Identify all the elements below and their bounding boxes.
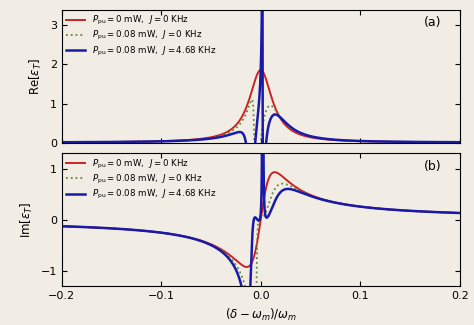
$P_{\mathrm{pu}}=0.08$ mW,  $J=0$ KHz (314, 196, 320, 200)
$P_{\mathrm{pu}}=0$ mW,  $J=0$ KHz (59, 224, 64, 228)
$P_{\mathrm{pu}}=0.08$ mW,  $J=4.68$ KHz (59, 140, 64, 144)
Y-axis label: $\mathrm{Im}[\varepsilon_T]$: $\mathrm{Im}[\varepsilon_T]$ (19, 202, 35, 238)
$P_{\mathrm{pu}}=0$ mW,  $J=0$ KHz (314, 196, 320, 200)
$P_{\mathrm{pu}}=0.08$ mW,  $J=4.68$ KHz (314, 136, 320, 139)
$P_{\mathrm{pu}}=0$ mW,  $J=0$ KHz (258, 68, 264, 72)
$P_{\mathrm{pu}}=0.08$ mW,  $J=0$ KHz (247, 315, 253, 318)
$P_{\mathrm{pu}}=0.08$ mW,  $J=4.68$ KHz (344, 138, 350, 142)
$P_{\mathrm{pu}}=0.08$ mW,  $J=0$ KHz (457, 211, 463, 215)
$P_{\mathrm{pu}}=0.08$ mW,  $J=4.68$ KHz (457, 140, 463, 144)
$P_{\mathrm{pu}}=0$ mW,  $J=0$ KHz (59, 140, 64, 144)
$P_{\mathrm{pu}}=0.08$ mW,  $J=4.68$ KHz (158, 139, 164, 143)
$P_{\mathrm{pu}}=0$ mW,  $J=0$ KHz (344, 139, 350, 143)
$P_{\mathrm{pu}}=0$ mW,  $J=0$ KHz (431, 210, 437, 214)
$P_{\mathrm{pu}}=0$ mW,  $J=0$ KHz (247, 95, 253, 99)
Legend: $P_{\mathrm{pu}}=0$ mW,  $J=0$ KHz, $P_{\mathrm{pu}}=0.08$ mW,  $J=0$ KHz, $P_{\: $P_{\mathrm{pu}}=0$ mW, $J=0$ KHz, $P_{\… (64, 11, 219, 60)
Line: $P_{\mathrm{pu}}=0.08$ mW,  $J=0$ KHz: $P_{\mathrm{pu}}=0.08$ mW, $J=0$ KHz (62, 99, 460, 264)
$P_{\mathrm{pu}}=0.08$ mW,  $J=0$ KHz (158, 139, 164, 143)
$P_{\mathrm{pu}}=0$ mW,  $J=0$ KHz (457, 211, 463, 215)
$P_{\mathrm{pu}}=0.08$ mW,  $J=4.68$ KHz (158, 231, 164, 235)
$P_{\mathrm{pu}}=0.08$ mW,  $J=4.68$ KHz (431, 140, 437, 144)
$P_{\mathrm{pu}}=0.08$ mW,  $J=0$ KHz (344, 203, 350, 207)
$P_{\mathrm{pu}}=0.08$ mW,  $J=0$ KHz (280, 182, 285, 186)
$P_{\mathrm{pu}}=0.08$ mW,  $J=0$ KHz (249, 98, 255, 101)
Text: (b): (b) (424, 160, 442, 173)
$P_{\mathrm{pu}}=0.08$ mW,  $J=4.68$ KHz (300, 191, 305, 195)
Y-axis label: $\mathrm{Re}[\varepsilon_T]$: $\mathrm{Re}[\varepsilon_T]$ (28, 58, 44, 95)
$P_{\mathrm{pu}}=0.08$ mW,  $J=4.68$ KHz (247, 294, 253, 298)
$P_{\mathrm{pu}}=0.08$ mW,  $J=0$ KHz (300, 133, 305, 136)
$P_{\mathrm{pu}}=0.08$ mW,  $J=4.68$ KHz (314, 196, 320, 200)
$P_{\mathrm{pu}}=0.08$ mW,  $J=4.68$ KHz (260, 266, 266, 270)
$P_{\mathrm{pu}}=0.08$ mW,  $J=4.68$ KHz (344, 203, 350, 207)
$P_{\mathrm{pu}}=0$ mW,  $J=0$ KHz (244, 265, 250, 269)
$P_{\mathrm{pu}}=0.08$ mW,  $J=4.68$ KHz (300, 132, 305, 136)
$P_{\mathrm{pu}}=0$ mW,  $J=0$ KHz (272, 170, 277, 174)
$P_{\mathrm{pu}}=0$ mW,  $J=0$ KHz (344, 203, 350, 207)
$P_{\mathrm{pu}}=0$ mW,  $J=0$ KHz (457, 140, 463, 144)
$P_{\mathrm{pu}}=0.08$ mW,  $J=0$ KHz (431, 210, 437, 214)
Text: (a): (a) (424, 16, 442, 29)
$P_{\mathrm{pu}}=0.08$ mW,  $J=0$ KHz (253, 262, 259, 266)
$P_{\mathrm{pu}}=0$ mW,  $J=0$ KHz (158, 139, 164, 143)
$P_{\mathrm{pu}}=0.08$ mW,  $J=0$ KHz (314, 136, 320, 140)
$P_{\mathrm{pu}}=0.08$ mW,  $J=4.68$ KHz (247, 189, 253, 193)
$P_{\mathrm{pu}}=0.08$ mW,  $J=4.68$ KHz (431, 210, 437, 214)
$P_{\mathrm{pu}}=0.08$ mW,  $J=4.68$ KHz (245, 317, 251, 321)
$P_{\mathrm{pu}}=0$ mW,  $J=0$ KHz (314, 136, 320, 140)
Line: $P_{\mathrm{pu}}=0.08$ mW,  $J=4.68$ KHz: $P_{\mathrm{pu}}=0.08$ mW, $J=4.68$ KHz (62, 0, 460, 319)
$P_{\mathrm{pu}}=0.08$ mW,  $J=4.68$ KHz (457, 211, 463, 215)
$P_{\mathrm{pu}}=0.08$ mW,  $J=0$ KHz (158, 231, 164, 235)
$P_{\mathrm{pu}}=0$ mW,  $J=0$ KHz (247, 264, 253, 267)
$P_{\mathrm{pu}}=0.08$ mW,  $J=0$ KHz (457, 140, 463, 144)
$P_{\mathrm{pu}}=0$ mW,  $J=0$ KHz (300, 133, 305, 137)
$P_{\mathrm{pu}}=0.08$ mW,  $J=0$ KHz (344, 139, 350, 143)
$P_{\mathrm{pu}}=0.08$ mW,  $J=0$ KHz (59, 224, 64, 228)
Legend: $P_{\mathrm{pu}}=0$ mW,  $J=0$ KHz, $P_{\mathrm{pu}}=0.08$ mW,  $J=0$ KHz, $P_{\: $P_{\mathrm{pu}}=0$ mW, $J=0$ KHz, $P_{\… (64, 155, 219, 204)
Line: $P_{\mathrm{pu}}=0.08$ mW,  $J=0$ KHz: $P_{\mathrm{pu}}=0.08$ mW, $J=0$ KHz (62, 184, 460, 325)
X-axis label: $(\delta-\omega_m)/\omega_m$: $(\delta-\omega_m)/\omega_m$ (225, 306, 297, 322)
$P_{\mathrm{pu}}=0.08$ mW,  $J=0$ KHz (431, 140, 437, 144)
$P_{\mathrm{pu}}=0$ mW,  $J=0$ KHz (431, 140, 437, 144)
$P_{\mathrm{pu}}=0$ mW,  $J=0$ KHz (158, 231, 164, 235)
Line: $P_{\mathrm{pu}}=0$ mW,  $J=0$ KHz: $P_{\mathrm{pu}}=0$ mW, $J=0$ KHz (62, 70, 460, 142)
$P_{\mathrm{pu}}=0.08$ mW,  $J=4.68$ KHz (59, 224, 64, 228)
$P_{\mathrm{pu}}=0.08$ mW,  $J=0$ KHz (59, 140, 64, 144)
$P_{\mathrm{pu}}=0.08$ mW,  $J=0$ KHz (247, 101, 253, 105)
Line: $P_{\mathrm{pu}}=0.08$ mW,  $J=4.68$ KHz: $P_{\mathrm{pu}}=0.08$ mW, $J=4.68$ KHz (62, 0, 460, 268)
$P_{\mathrm{pu}}=0.08$ mW,  $J=0$ KHz (300, 190, 305, 194)
Line: $P_{\mathrm{pu}}=0$ mW,  $J=0$ KHz: $P_{\mathrm{pu}}=0$ mW, $J=0$ KHz (62, 172, 460, 267)
$P_{\mathrm{pu}}=0$ mW,  $J=0$ KHz (300, 189, 305, 193)
